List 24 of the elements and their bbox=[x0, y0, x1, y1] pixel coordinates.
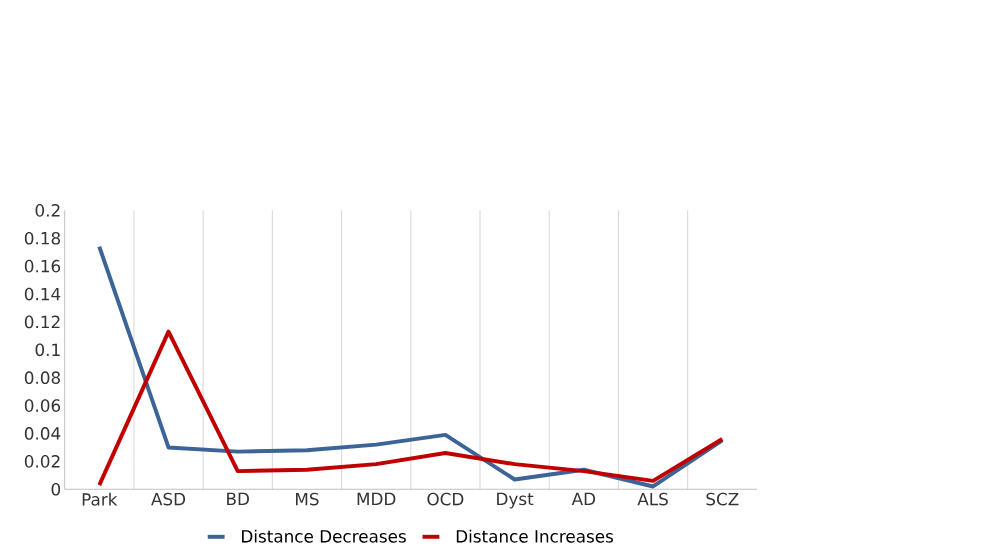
y-tick-label: 0.2 bbox=[35, 203, 60, 217]
y-tick-label: 0.06 bbox=[24, 399, 61, 412]
x-tick-label: MS bbox=[296, 492, 319, 506]
y-tick-label: 0.12 bbox=[24, 315, 60, 329]
x-tick-label: ALS bbox=[637, 492, 668, 506]
x-tick-label: Park bbox=[82, 492, 118, 506]
line-series bbox=[97, 329, 725, 487]
x-tick-label: Dyst bbox=[497, 492, 534, 509]
y-tick-label: 0.08 bbox=[24, 371, 61, 384]
x-tick-label: SCZ bbox=[706, 492, 739, 506]
y-tick-label: 0.1 bbox=[35, 343, 60, 357]
legend-label: Distance Increases bbox=[456, 529, 614, 543]
y-tick-label: 0.04 bbox=[24, 427, 61, 440]
x-tick-label: OCD bbox=[427, 492, 464, 506]
x-tick-label: BD bbox=[227, 492, 249, 505]
y-tick-label: 0.02 bbox=[24, 454, 60, 468]
x-tick-label: MDD bbox=[357, 492, 396, 505]
y-tick-label: 0.18 bbox=[24, 231, 61, 245]
legend-label: Distance Decreases bbox=[242, 529, 406, 543]
y-tick-label: 0 bbox=[51, 482, 61, 496]
y-tick-label: 0.14 bbox=[24, 287, 61, 301]
y-tick-label: 0.16 bbox=[24, 259, 61, 273]
x-tick-label: ASD bbox=[151, 492, 186, 506]
x-tick-label: AD bbox=[571, 492, 596, 505]
